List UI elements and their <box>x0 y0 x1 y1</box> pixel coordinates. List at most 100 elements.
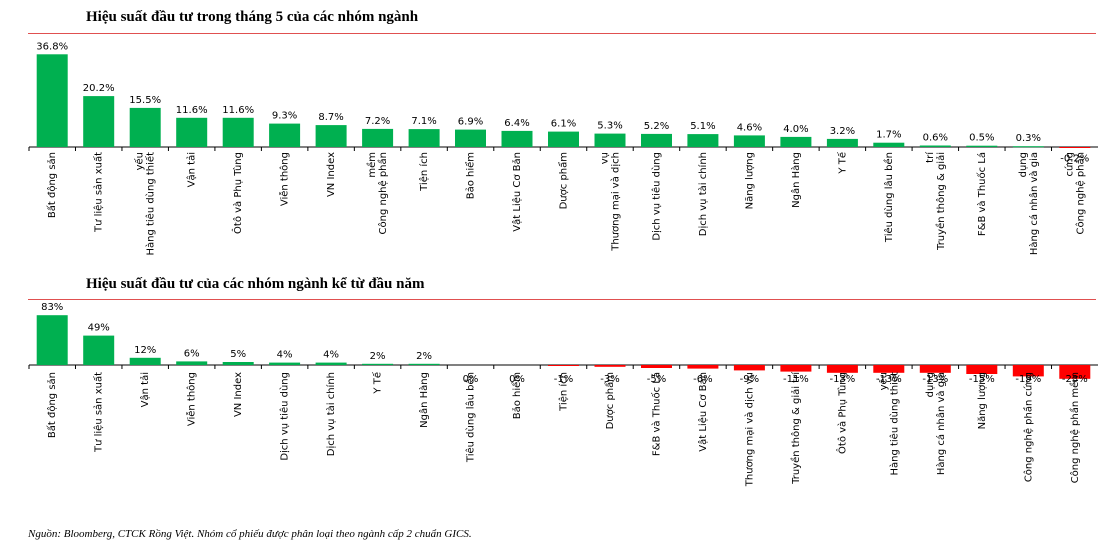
chart2-value-label: 4% <box>323 350 339 361</box>
chart1-bar <box>873 142 905 147</box>
chart1-bar <box>36 54 68 147</box>
chart2-value-label: 0% <box>463 374 479 385</box>
chart1-value-label: 7.2% <box>365 116 390 127</box>
chart2-value-label: -13% <box>829 374 855 385</box>
chart2-category-label: Công nghệ phần mềm <box>1069 372 1081 483</box>
chart1-value-label: 0.6% <box>923 133 948 144</box>
chart2-category-label: VN Index <box>233 372 244 417</box>
chart2-value-label: 4% <box>277 350 293 361</box>
chart2-bar <box>408 363 440 365</box>
chart2-value-label: 12% <box>134 345 156 356</box>
chart1-value-label: 6.9% <box>458 117 483 128</box>
chart1-category-label: Ôtô và Phụ Tùng <box>231 152 244 234</box>
chart2-category-label: Ngân Hàng <box>418 372 430 428</box>
chart1-category-label: Tư liệu sản xuất <box>93 152 105 233</box>
chart2-title: Hiệu suất đầu tư của các nhóm ngành kể t… <box>86 276 425 292</box>
chart1-bar <box>1012 146 1044 148</box>
chart1-value-label: 11.6% <box>222 105 254 116</box>
chart2-value-label: -6% <box>693 374 712 385</box>
chart2-value-label: -9% <box>740 374 759 385</box>
chart2-category-label: Y Tế <box>372 371 384 394</box>
chart1-bar <box>594 133 626 147</box>
chart1-category-label: Năng lượng <box>744 152 755 209</box>
chart1-bar <box>83 96 115 147</box>
chart1-value-label: 36.8% <box>36 41 68 52</box>
chart2-value-label: -23% <box>1062 374 1088 385</box>
chart2-value-label: -1% <box>554 374 573 385</box>
chart1-value-label: 4.6% <box>737 122 762 133</box>
chart1-value-label: 5.2% <box>644 121 669 132</box>
chart1-value-label: 6.1% <box>551 119 576 130</box>
chart1-category-label: Công nghệ phầncứng <box>1063 152 1086 234</box>
chart1-value-label: 9.3% <box>272 111 297 122</box>
chart2-category-label: Tiện ích <box>558 372 570 412</box>
chart2-bar <box>641 365 672 368</box>
chart2-category-label: Viễn thông <box>185 372 198 426</box>
chart2-category-label: Bảo hiểm <box>510 372 523 419</box>
chart2-category-label: Năng lượng <box>977 372 988 429</box>
chart1-category-label: Thương mại và dịchvụ <box>600 152 622 252</box>
source-note: Nguồn: Bloomberg, CTCK Rồng Việt. Nhóm c… <box>28 528 472 540</box>
chart1-category-label: VN Index <box>326 152 337 197</box>
chart2-bar <box>36 315 68 365</box>
chart2-bar <box>83 335 115 365</box>
chart2-category-label: Thương mại và dịch vụ <box>743 372 755 487</box>
chart2-category-label: Dược phẩm <box>603 372 616 429</box>
chart1-category-label: Hàng tiêu dùng thiếtyếu <box>134 152 157 256</box>
chart2-bar <box>129 357 161 365</box>
chart2-category-label: Hàng cá nhân và giadụng <box>925 372 947 475</box>
chart1-value-label: 5.1% <box>690 121 715 132</box>
chart2-bar <box>780 365 812 372</box>
chart1-bar <box>733 135 765 147</box>
chart2-category-label: Ôtô và Phụ Tùng <box>835 372 848 454</box>
chart1-value-label: 7.1% <box>411 116 436 127</box>
chart1-bar <box>362 128 394 147</box>
chart2-bar <box>594 365 626 367</box>
chart2-bar <box>269 362 301 365</box>
chart1-category-label: Truyền thông & giảitrí <box>924 151 947 251</box>
chart2-category-label: Công nghệ phần cứng <box>1022 372 1034 482</box>
chart1-bar <box>548 131 579 147</box>
chart1-bar <box>269 123 301 147</box>
chart1-value-label: 15.5% <box>129 95 161 106</box>
chart2-bar <box>362 363 394 365</box>
chart2-bar <box>919 365 951 373</box>
chart1-category-label: Tiêu dùng lâu bền <box>883 152 895 243</box>
chart2-value-label: -11% <box>783 374 809 385</box>
chart1-category-label: Bảo hiểm <box>464 152 477 199</box>
chart2-bar <box>1012 365 1044 377</box>
chart1-category-label: Vận tải <box>186 152 198 187</box>
chart2-value-label: -3% <box>600 374 619 385</box>
chart2-category-label: Truyền thông & giải trí <box>790 371 802 485</box>
chart2-category-label: Vật Liệu Cơ Bản <box>697 372 709 452</box>
chart1-bar <box>455 129 486 147</box>
chart2-bar <box>222 362 254 365</box>
chart1-category-label: Tiện ích <box>418 152 430 192</box>
chart2-bar <box>687 365 719 369</box>
chart2-category-label: F&B và Thuốc Lá <box>651 372 663 456</box>
chart1-category-label: Dịch vụ tài chính <box>697 152 709 236</box>
chart2-value-label: 5% <box>230 349 246 360</box>
chart1-bar <box>408 129 440 147</box>
chart2-category-label: Dịch vụ tài chính <box>325 372 337 456</box>
chart1-value-label: -0.2% <box>1060 154 1089 165</box>
chart2-value-label: -5% <box>647 374 666 385</box>
chart2-category-label: Vận tải <box>139 372 151 407</box>
chart1-category-label: F&B và Thuốc Lá <box>976 152 988 236</box>
chart1-bar <box>176 117 208 147</box>
chart1-category-label: Dược phẩm <box>557 152 570 209</box>
chart1-value-label: 0.5% <box>969 133 994 144</box>
chart2-value-label: -19% <box>1015 374 1041 385</box>
chart2-value-label: -13% <box>922 374 948 385</box>
chart1-category-label: Ngân Hàng <box>790 152 802 208</box>
chart1-bar <box>315 125 347 147</box>
chart2-value-label: 0% <box>509 374 525 385</box>
chart1-value-label: 20.2% <box>83 83 115 94</box>
chart1-category-label: Công nghệ phầnmềm <box>366 152 389 234</box>
chart2-value-label: 49% <box>88 323 110 334</box>
chart1-title-rule <box>28 33 1096 34</box>
chart1-bar <box>919 145 951 147</box>
chart2-value-label: -13% <box>876 374 902 385</box>
chart2-bar <box>826 365 858 373</box>
